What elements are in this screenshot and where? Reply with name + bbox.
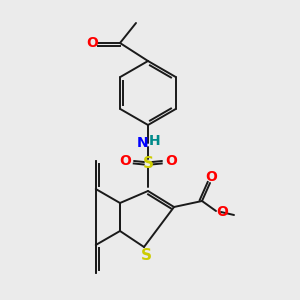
Text: O: O: [119, 154, 131, 168]
Text: O: O: [205, 170, 217, 184]
Text: N: N: [137, 136, 149, 150]
Text: O: O: [86, 36, 98, 50]
Text: O: O: [165, 154, 177, 168]
Text: S: S: [140, 248, 152, 262]
Text: S: S: [142, 155, 154, 170]
Text: O: O: [216, 205, 228, 219]
Text: H: H: [149, 134, 161, 148]
